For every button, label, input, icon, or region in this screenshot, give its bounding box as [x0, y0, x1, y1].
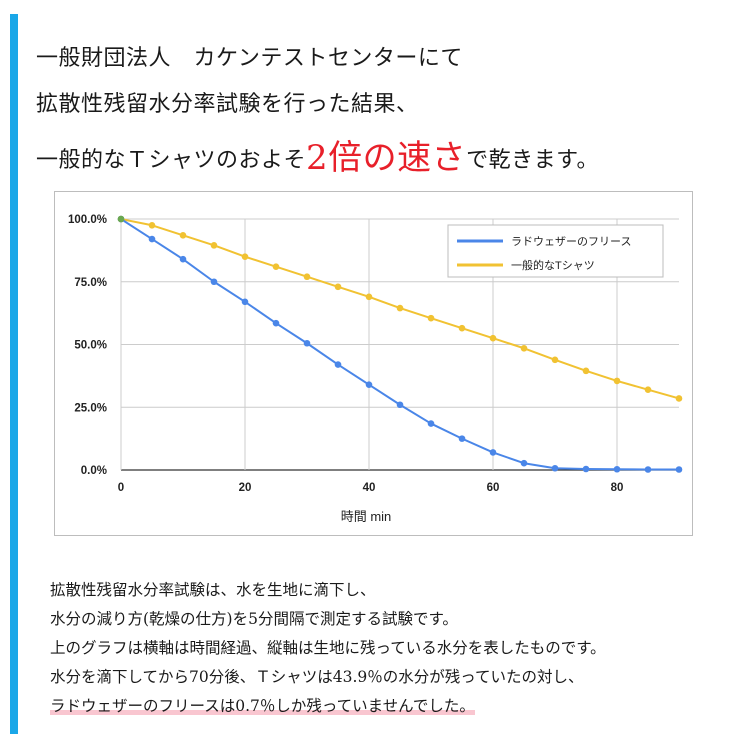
heading-emphasis: 2倍の速さ: [306, 138, 467, 178]
data-point: [675, 466, 683, 473]
data-point: [303, 273, 311, 281]
description-line-2: 水分の減り方(乾燥の仕方)を5分間隔で測定する試験です。: [50, 610, 458, 628]
data-point: [551, 356, 559, 364]
data-point: [520, 344, 528, 352]
data-point: [520, 459, 528, 467]
data-point: [179, 255, 187, 263]
data-point: [644, 386, 652, 393]
data-point: [458, 435, 466, 442]
data-point: [179, 232, 187, 239]
description-line-1: 拡散性残留水分率試験は、水を生地に滴下し、: [50, 581, 376, 599]
description-line-4: 水分を滴下してから70分後、Ｔシャツは43.9％の水分が残っていたの対し、: [50, 668, 584, 686]
data-point: [148, 235, 156, 243]
data-point: [365, 381, 373, 388]
data-point: [210, 242, 218, 249]
data-point: [272, 263, 280, 270]
description-line-3: 上のグラフは横軸は時間経過、縦軸は生地に残っている水分を表したものです。: [50, 639, 606, 657]
data-point: [458, 324, 466, 332]
legend-label: ラドウェザーのフリース: [511, 235, 631, 248]
x-tick-label: 0: [118, 482, 124, 494]
y-tick-label: 100.0%: [68, 214, 107, 226]
data-point: [272, 319, 280, 327]
y-tick-label: 50.0%: [74, 340, 107, 352]
heading-line-3-suffix: で乾きます。: [466, 148, 599, 173]
data-point: [489, 449, 497, 456]
description: 拡散性残留水分率試験は、水を生地に滴下し、 水分の減り方(乾燥の仕方)を5分間隔…: [50, 576, 606, 721]
data-point: [489, 334, 497, 342]
heading-line-1: 一般財団法人 カケンテストセンターにて: [36, 46, 463, 71]
line-chart: 0.0% 25.0% 50.0% 75.0% 100.0% 0 20 40 60 80 時間 min…: [68, 214, 683, 524]
heading-line-3: 一般的なＴシャツのおよそ2倍の速さで乾きます。: [36, 130, 599, 179]
x-axis-title: 時間 min: [341, 509, 392, 524]
heading-line-3-prefix: 一般的なＴシャツのおよそ: [36, 148, 307, 173]
x-tick-label: 20: [239, 482, 252, 494]
x-tick-label: 80: [611, 482, 624, 494]
start-point: [117, 215, 125, 223]
accent-bar: [10, 14, 18, 734]
data-point: [365, 293, 373, 301]
data-point: [551, 464, 559, 472]
y-tick-label: 25.0%: [74, 402, 107, 414]
data-point: [396, 304, 404, 312]
chart-container: 0.0% 25.0% 50.0% 75.0% 100.0% 0 20 40 60 80 時間 min…: [54, 191, 693, 536]
legend-box: [447, 224, 664, 278]
data-point: [613, 465, 621, 473]
data-point: [334, 283, 342, 291]
data-point: [148, 221, 156, 229]
data-point: [427, 314, 435, 322]
y-tick-label: 0.0%: [81, 465, 107, 477]
data-point: [427, 420, 435, 427]
data-point: [582, 465, 590, 473]
legend-label: 一般的なTシャツ: [511, 258, 595, 272]
x-tick-label: 40: [363, 482, 376, 494]
data-point: [334, 361, 342, 368]
data-point: [582, 367, 590, 375]
data-point: [303, 339, 311, 347]
description-line-5: ラドウェザーのフリースは0.7％しか残っていませんでした。: [50, 697, 475, 715]
data-point: [675, 395, 683, 402]
data-point: [644, 466, 652, 473]
y-tick-label: 75.0%: [74, 277, 107, 289]
data-point: [241, 253, 249, 260]
data-point: [396, 401, 404, 409]
data-point: [613, 377, 621, 385]
data-point: [241, 298, 249, 306]
heading-line-2: 拡散性残留水分率試験を行った結果、: [36, 92, 419, 117]
x-tick-label: 60: [487, 482, 500, 494]
data-point: [210, 278, 218, 286]
